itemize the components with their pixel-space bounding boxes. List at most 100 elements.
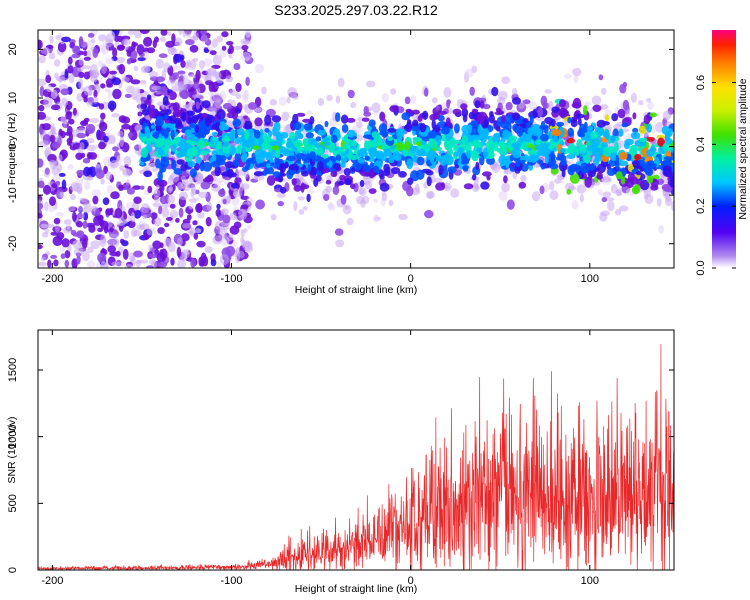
colorbar-tick-label: 0.6: [695, 75, 707, 90]
spectrogram-cell: [191, 146, 198, 157]
spectrogram-cell: [133, 65, 139, 72]
spectrogram-cell: [466, 141, 475, 147]
spectrogram-cell: [100, 112, 106, 120]
spectrogram-cell: [166, 216, 173, 221]
spectrogram-cell: [406, 158, 414, 170]
spectrogram-cell: [116, 220, 126, 226]
spectrogram-cell: [267, 130, 273, 138]
spectrogram-cell: [243, 241, 253, 248]
spectrogram-cell: [572, 67, 582, 77]
spectrogram-cell: [151, 85, 162, 91]
spectrogram-cell: [94, 83, 100, 90]
spectrogram-cell: [180, 175, 186, 181]
spectrogram-cell: [182, 222, 192, 229]
spectrogram-cell: [453, 123, 460, 134]
spectrogram-cell: [527, 127, 534, 135]
snr-ytick-label: 0: [7, 567, 19, 573]
spectrogram-cell: [196, 240, 206, 248]
spectrogram-cell: [395, 142, 404, 151]
spectrogram-cell: [78, 36, 84, 47]
colorbar-tick-label: 0.4: [695, 137, 707, 152]
spectrogram-cell: [189, 168, 197, 178]
spectrogram-cell: [194, 228, 202, 234]
spectrogram-cell: [638, 137, 648, 143]
spectrogram-cell: [177, 70, 186, 75]
spectrogram-cell: [38, 180, 45, 189]
spectrogram-cell: [270, 213, 277, 221]
spectrogram-cell: [601, 121, 610, 126]
spectrogram-cell: [350, 102, 357, 108]
spectrogram-cell: [445, 155, 454, 166]
spectrogram-cell: [155, 58, 164, 69]
spectrogram-cell: [126, 179, 130, 186]
spectrogram-cell: [328, 201, 334, 209]
spectrogram-cell: [92, 189, 102, 198]
spectrogram-cell: [146, 94, 152, 100]
spectrogram-cell: [208, 107, 218, 112]
spectrogram-cell: [87, 32, 95, 38]
spectrogram-cell: [157, 170, 163, 182]
spectrogram-cell: [560, 158, 567, 166]
spectrogram-cell: [647, 101, 654, 110]
spectrogram-cell: [214, 98, 222, 109]
spectrogram-cell: [147, 185, 153, 194]
spectrogram-cell: [567, 144, 576, 155]
spectrogram-cell: [621, 122, 629, 128]
spectrogram-cell: [133, 30, 142, 39]
spectrogram-cell: [645, 168, 654, 176]
spectrogram-cell: [390, 88, 397, 95]
spectrogram-cell: [362, 164, 371, 173]
spectrogram-cell: [451, 139, 461, 145]
spectrogram-cell: [78, 57, 84, 66]
spectrogram-cell: [334, 228, 344, 236]
spectrogram-cell: [563, 73, 573, 79]
spectrogram-cell: [266, 167, 275, 175]
spectrogram-cell: [51, 141, 61, 149]
spectrogram-cell: [217, 78, 224, 84]
spectrogram-cell: [599, 104, 609, 110]
spectrogram-cell: [64, 250, 71, 259]
spectrogram-cell: [225, 245, 236, 257]
snr-xlabel: Height of straight line (km): [295, 583, 418, 595]
spectrogram-cell: [121, 240, 129, 247]
spectrogram-cell: [512, 87, 518, 96]
spectrogram-cell: [82, 157, 91, 164]
spectrogram-cell: [610, 135, 616, 144]
spectrogram-cell: [188, 176, 194, 184]
spectrogram-cell: [214, 166, 221, 177]
spectrogram-cell: [167, 65, 174, 76]
chart-title: S233.2025.297.03.22.R12: [274, 2, 438, 18]
spectrogram-cell: [158, 205, 163, 215]
spectrogram-cell: [598, 74, 604, 81]
spectrogram-cell: [126, 187, 135, 195]
snr-xtick-label: -100: [220, 575, 242, 587]
spectrogram-cell: [172, 72, 179, 80]
spectrogram-cell: [83, 71, 91, 80]
spectrogram-cell: [363, 106, 369, 115]
spectrogram-cell: [518, 181, 527, 189]
spectrogram-cell: [117, 35, 123, 43]
spectrogram-cell: [293, 121, 302, 131]
spectrogram-cell: [522, 99, 531, 105]
spectrogram-cell: [424, 210, 434, 219]
spectrogram-cell: [133, 209, 142, 219]
spectrogram-cell: [157, 261, 168, 268]
spectrogram-cell: [92, 47, 99, 59]
spectrogram-cell: [443, 87, 452, 98]
spectrogram-cell: [411, 187, 421, 196]
spectrogram-cell: [643, 114, 651, 125]
spectrogram-cell: [347, 129, 356, 138]
spectrogram-cell: [211, 160, 221, 168]
spectrogram-cell: [542, 100, 547, 110]
spectrogram-cell: [93, 89, 98, 99]
spectrogram-cell: [216, 35, 223, 43]
spectrogram-cell: [552, 135, 559, 143]
spectrogram-cell: [106, 184, 114, 194]
spectrogram-cell: [483, 103, 491, 110]
spectrogram-cell: [182, 30, 187, 38]
spectrogram-cell: [189, 123, 196, 128]
spectrogram-cell: [67, 164, 74, 170]
spectrogram-cell: [76, 230, 85, 239]
spectrogram-cell: [614, 208, 622, 216]
spectrogram-cell: [138, 140, 143, 152]
